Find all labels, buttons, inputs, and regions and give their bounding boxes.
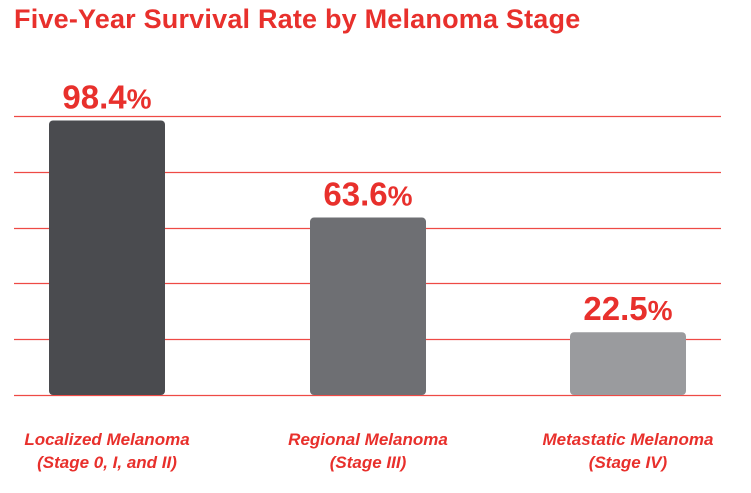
bar-2 bbox=[310, 217, 426, 395]
value-label-1: 98.4% bbox=[62, 78, 151, 115]
category-label-3-line2: (Stage IV) bbox=[589, 453, 668, 472]
category-label-2-line1: Regional Melanoma bbox=[288, 430, 448, 449]
value-label-2: 63.6% bbox=[323, 176, 412, 213]
bar-1 bbox=[49, 120, 165, 396]
chart-title: Five-Year Survival Rate by Melanoma Stag… bbox=[14, 4, 581, 34]
category-label-1-line1: Localized Melanoma bbox=[24, 430, 189, 449]
value-label-3: 22.5% bbox=[583, 290, 672, 327]
bars bbox=[49, 120, 686, 396]
bar-3 bbox=[570, 332, 686, 395]
category-label-2-line2: (Stage III) bbox=[330, 453, 407, 472]
category-label-3-line1: Metastatic Melanoma bbox=[543, 430, 714, 449]
category-labels: Localized Melanoma (Stage 0, I, and II) Re… bbox=[24, 430, 713, 472]
value-labels: 98.4% 63.6% 22.5% bbox=[62, 78, 672, 327]
category-label-1-line2: (Stage 0, I, and II) bbox=[37, 453, 177, 472]
